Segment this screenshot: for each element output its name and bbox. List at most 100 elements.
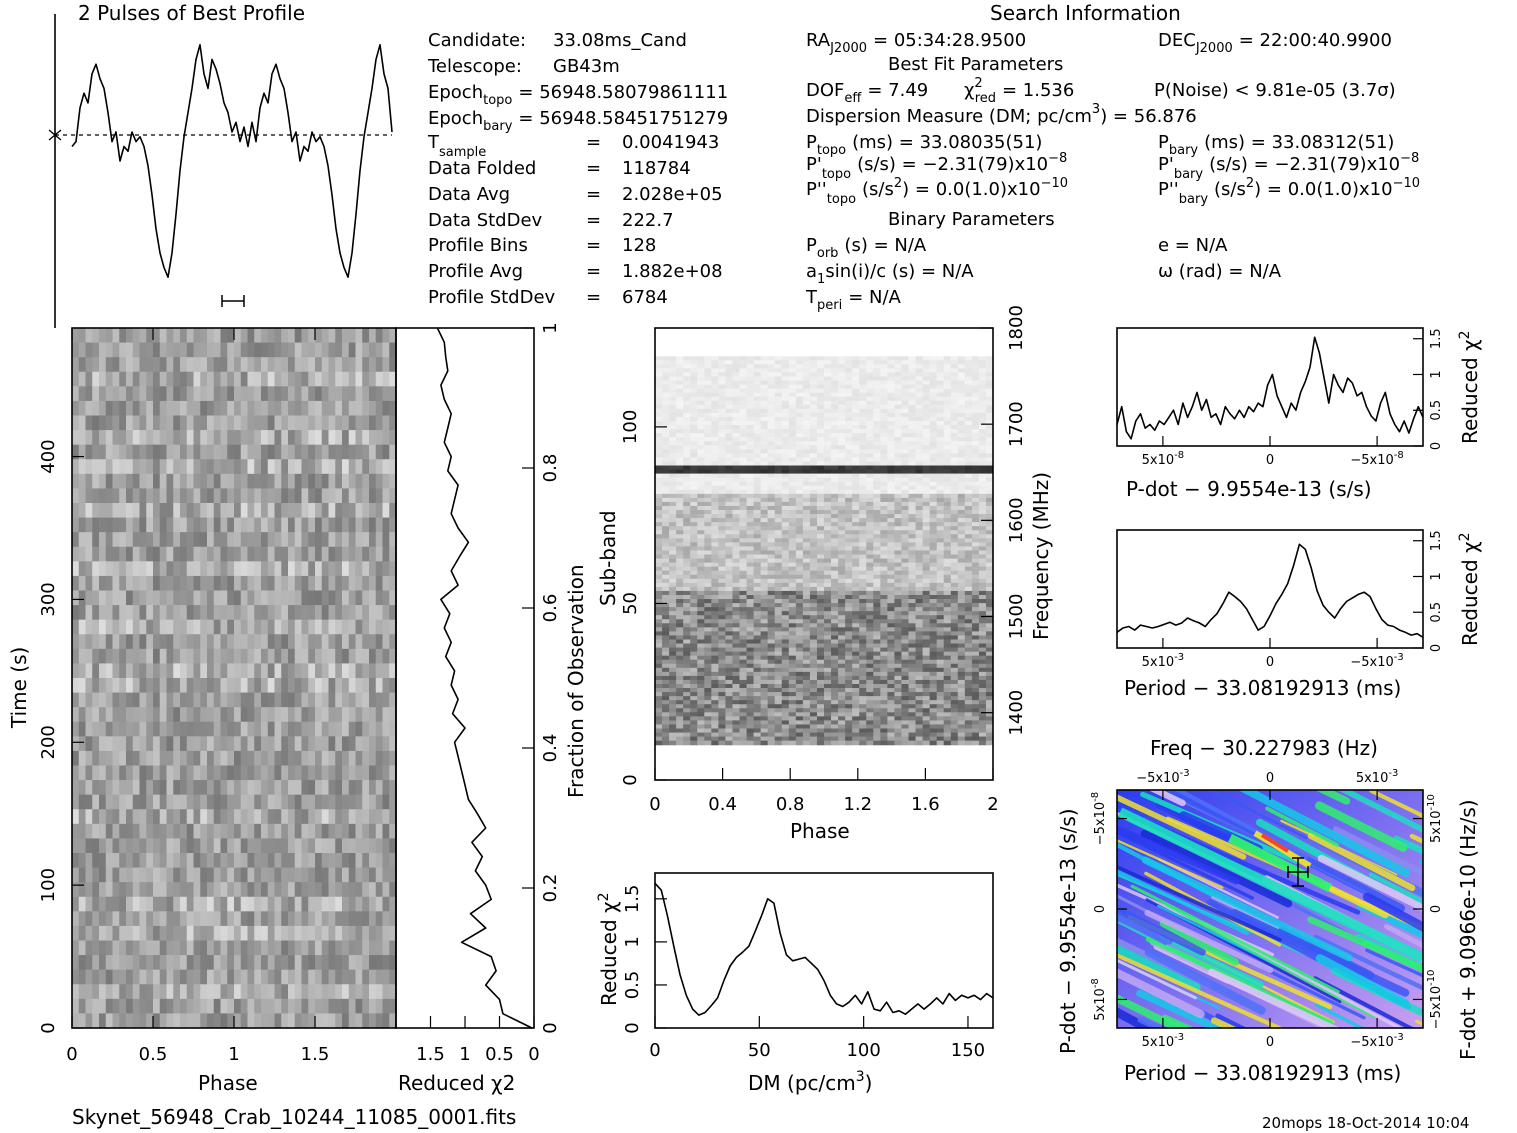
subband-cell [824,505,832,511]
subband-cell [809,376,818,382]
heatmap-cell [261,605,269,621]
data-avg-label: Data Avg [428,184,510,205]
subband-cell [866,570,874,576]
subband-cell [781,485,790,491]
subband-cell [683,376,691,382]
subband-cell [978,441,987,446]
heatmap-cell [328,692,336,708]
subband-cell [985,562,993,568]
subband-cell [950,465,959,471]
heatmap-cell [294,357,303,373]
heatmap-cell [328,765,336,781]
subband-cell [894,433,903,438]
heatmap-cell [335,342,343,358]
subband-cell [978,489,987,495]
heatmap-cell [85,400,93,417]
subband-cell [690,380,698,386]
heatmap-cell [166,911,174,927]
heatmap-cell [328,619,336,635]
subband-cell [929,522,938,527]
subband-cell [676,380,684,386]
subband-cell [676,501,684,507]
subband-cell [929,562,938,568]
heatmap-cell [159,648,168,665]
subband-cell [816,364,825,369]
subband-cell [816,420,825,426]
subband-cell [767,364,776,369]
subband-cell [746,433,755,438]
subband-cell [725,449,734,454]
subband-cell [866,437,874,442]
subband-cell [845,505,853,511]
subband-cell [901,477,910,483]
heatmap-cell [294,998,303,1015]
subband-cell [669,518,677,523]
heatmap-cell [78,707,87,723]
heatmap-cell [375,721,384,737]
subband-cell [943,380,952,386]
heatmap-cell [281,955,289,971]
heatmap-cell [261,911,269,927]
subband-cell [760,469,769,475]
heatmap-cell [382,430,390,446]
heatmap-cell [92,882,100,898]
heatmap-cell [389,765,396,781]
heatmap-cell [85,707,93,723]
subband-cell [753,518,762,523]
heatmap-cell [153,371,161,387]
heatmap-cell [220,940,228,956]
heatmap-cell [389,809,396,825]
heatmap-cell [328,357,336,373]
heatmap-cell [85,590,93,606]
heatmap-cell [85,517,93,533]
heatmap-cell [227,400,235,417]
heatmap-cell [85,619,93,635]
subband-cell [760,562,769,568]
heatmap-cell [85,386,93,402]
heatmap-cell [213,998,222,1015]
subband-cell [845,433,853,438]
subband-cell [802,481,811,487]
heatmap-cell [99,532,107,548]
subband-cell [725,534,734,539]
subband-cell [950,380,959,386]
subband-cell [929,457,938,463]
heatmap-cell [274,896,282,912]
subband-cell [732,546,741,552]
heatmap-cell [139,444,147,460]
subband-cell [704,562,712,568]
heatmap-cell [348,1013,357,1028]
subband-cell [753,412,762,418]
heatmap-cell [315,605,323,621]
subband-cell [950,530,959,535]
heatmap-cell [342,925,350,942]
subband-cell [732,384,741,390]
subband-cell [732,514,741,519]
heatmap-cell [139,823,147,840]
heatmap-cell [261,546,269,562]
heatmap-cell [254,707,262,723]
heatmap-cell [274,969,282,985]
heatmap-cell [153,809,161,825]
subband-cell [964,489,973,495]
heatmap-cell [362,648,370,665]
subband-cell [809,558,818,564]
subband-cell [739,372,748,378]
heatmap-cell [355,575,363,592]
subband-cell [957,449,966,454]
heatmap-cell [261,473,269,490]
heatmap-cell [220,780,228,796]
heatmap-cell [234,809,242,825]
heatmap-cell [247,371,255,387]
subband-cell [950,453,959,459]
heatmap-cell [153,342,161,358]
heatmap-cell [85,444,93,460]
heatmap-cell [348,619,357,635]
subband-cell [950,505,959,511]
heatmap-cell [389,998,396,1015]
subband-cell [971,404,980,410]
subband-cell [859,400,867,406]
heatmap-cell [186,955,195,971]
subband-cell [683,372,691,378]
subband-cell [915,546,924,552]
